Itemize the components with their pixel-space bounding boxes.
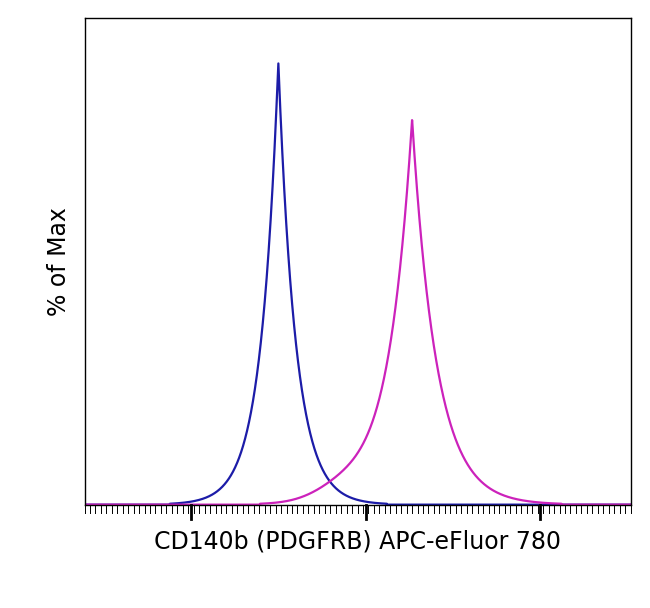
Y-axis label: % of Max: % of Max	[47, 207, 71, 316]
X-axis label: CD140b (PDGFRB) APC-eFluor 780: CD140b (PDGFRB) APC-eFluor 780	[154, 530, 561, 554]
